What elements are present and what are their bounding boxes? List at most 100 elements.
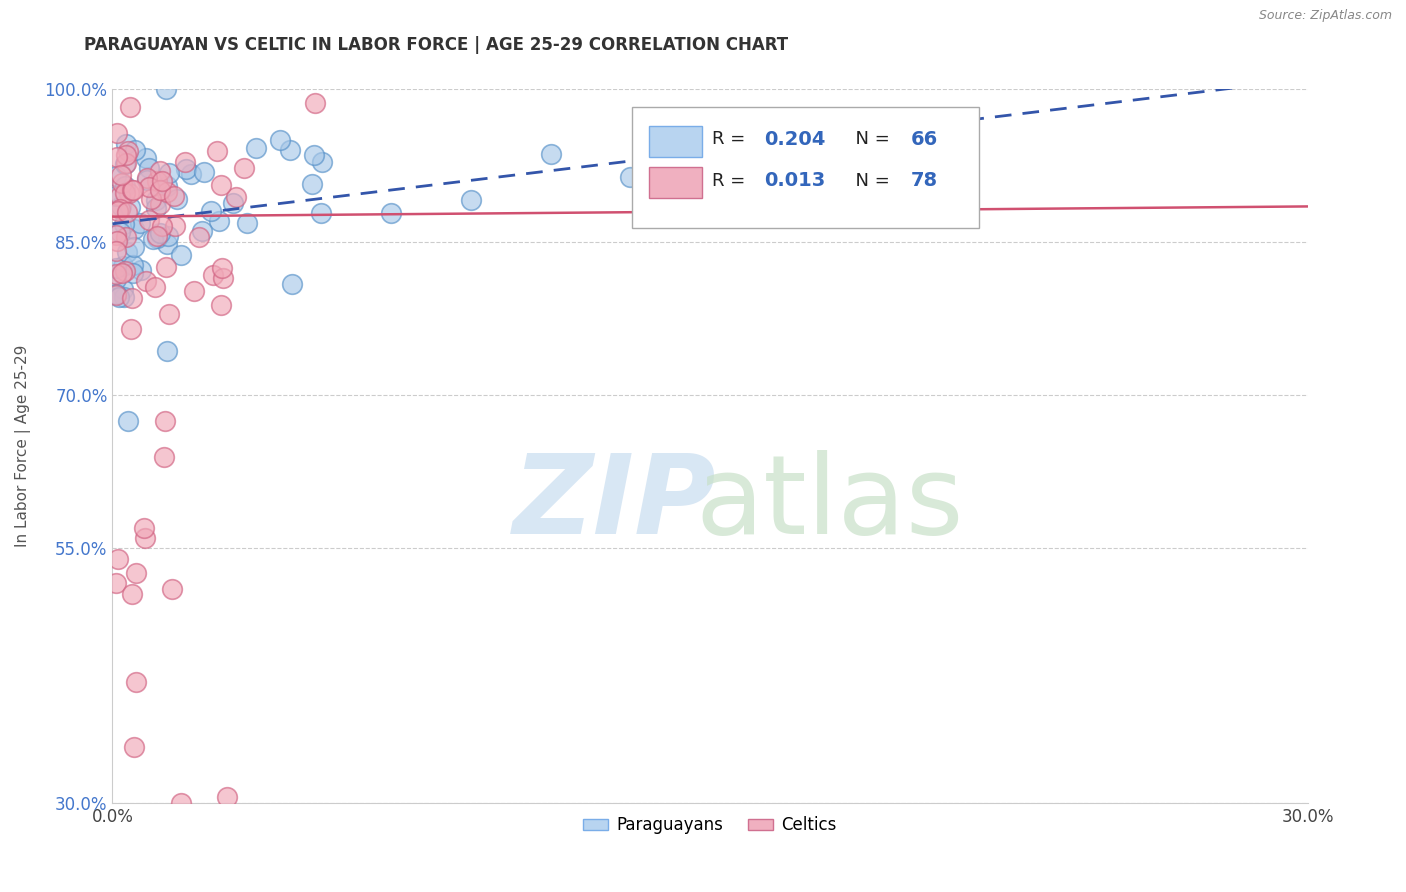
Point (269, 133, 291, 147)
Point (193, 165, 215, 179)
Point (107, 204, 129, 219)
Point (149, 226, 172, 240)
Point (114, 137, 136, 152)
Point (138, 213, 160, 227)
Point (125, 566, 148, 581)
Point (146, 231, 169, 245)
Point (190, 224, 212, 238)
Point (281, 277, 304, 291)
Point (117, 186, 139, 200)
Point (118, 100, 141, 114)
Point (170, 796, 193, 810)
Point (180, 167, 202, 181)
Point (105, 575, 128, 590)
Point (302, 148, 325, 162)
Point (128, 216, 150, 230)
Text: ZIP: ZIP (513, 450, 716, 557)
Point (121, 183, 143, 197)
Point (114, 290, 136, 304)
Point (135, 151, 157, 165)
Point (105, 286, 128, 301)
Point (153, 414, 176, 428)
Point (105, 169, 128, 183)
Point (163, 188, 186, 202)
Point (105, 272, 128, 286)
Point (209, 178, 232, 193)
Point (146, 228, 169, 243)
Point (114, 179, 136, 194)
Point (107, 552, 129, 566)
Point (114, 155, 136, 169)
Point (121, 587, 143, 601)
Point (111, 259, 134, 273)
Point (105, 267, 128, 281)
Point (221, 195, 243, 210)
Point (460, 193, 482, 207)
Point (183, 284, 205, 298)
Text: atlas: atlas (696, 450, 963, 557)
FancyBboxPatch shape (633, 107, 979, 228)
Point (136, 173, 159, 187)
Point (150, 219, 173, 233)
Point (125, 675, 148, 690)
Point (105, 150, 128, 164)
Point (134, 532, 156, 546)
Point (215, 790, 238, 805)
Point (163, 219, 186, 233)
Point (107, 290, 129, 304)
Point (120, 322, 142, 336)
Text: 66: 66 (911, 129, 938, 149)
Point (157, 166, 180, 180)
Text: N =: N = (844, 171, 896, 189)
Point (114, 148, 136, 162)
Point (619, 170, 641, 185)
Point (157, 229, 180, 244)
Point (124, 143, 146, 157)
Point (211, 260, 233, 275)
Point (201, 268, 224, 282)
Point (209, 297, 232, 311)
Point (278, 144, 301, 158)
Point (108, 202, 131, 216)
Point (156, 236, 179, 251)
Point (156, 179, 179, 194)
Text: PARAGUAYAN VS CELTIC IN LABOR FORCE | AGE 25-29 CORRELATION CHART: PARAGUAYAN VS CELTIC IN LABOR FORCE | AG… (84, 36, 789, 54)
Point (173, 155, 195, 169)
Point (108, 189, 131, 203)
Point (112, 217, 135, 231)
Point (117, 144, 139, 158)
Text: Source: ZipAtlas.com: Source: ZipAtlas.com (1258, 9, 1392, 22)
Point (200, 203, 222, 218)
Point (110, 168, 132, 182)
Point (114, 229, 136, 244)
Point (122, 266, 145, 280)
Point (105, 261, 128, 276)
Point (111, 267, 134, 281)
Point (145, 202, 167, 216)
Point (309, 206, 332, 220)
Point (174, 161, 197, 176)
Point (105, 287, 128, 301)
Point (135, 274, 157, 288)
Point (115, 205, 138, 219)
Y-axis label: In Labor Force | Age 25-29: In Labor Force | Age 25-29 (14, 345, 31, 547)
Point (122, 221, 145, 235)
Point (138, 161, 160, 176)
Point (155, 185, 177, 199)
Point (114, 157, 136, 171)
Point (162, 582, 183, 596)
Point (236, 216, 259, 230)
Point (149, 163, 172, 178)
Point (124, 740, 146, 755)
Text: 0.013: 0.013 (763, 171, 825, 190)
Point (187, 229, 209, 244)
Point (153, 450, 176, 465)
Point (205, 144, 228, 158)
Point (304, 96, 326, 111)
Point (301, 177, 323, 191)
Point (156, 344, 179, 359)
Point (155, 260, 177, 274)
Point (121, 291, 143, 305)
Point (233, 161, 256, 175)
Point (114, 186, 136, 200)
